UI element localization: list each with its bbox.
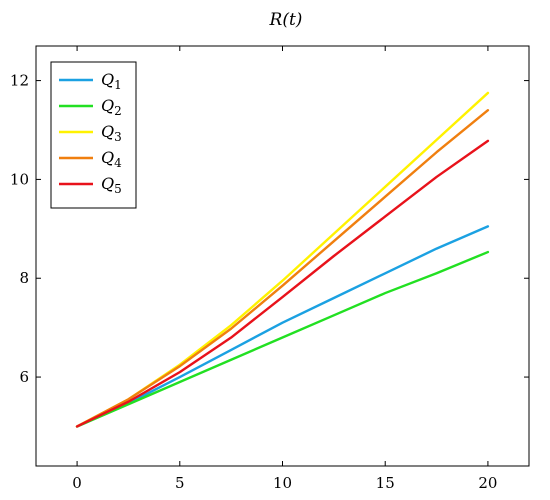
x-tick-label: 15 xyxy=(376,474,395,492)
axis-tick-labels: 0 5 10 15 20 6 8 10 12 xyxy=(10,72,498,492)
series-line-q3 xyxy=(75,91,490,428)
x-tick-label: 5 xyxy=(175,474,185,492)
y-tick-label: 6 xyxy=(19,368,29,386)
y-tick-label: 12 xyxy=(10,72,29,90)
chart-title: R(t) xyxy=(269,10,303,30)
y-tick-label: 10 xyxy=(10,170,29,188)
x-tick-label: 20 xyxy=(478,474,497,492)
series-line-q5 xyxy=(75,139,490,428)
axis-ticks xyxy=(36,46,529,466)
series-line-q2 xyxy=(75,250,490,428)
y-tick-label: 8 xyxy=(19,269,29,287)
x-tick-label: 10 xyxy=(273,474,292,492)
series-lines xyxy=(75,91,490,428)
series-line-q4 xyxy=(75,109,490,428)
x-tick-label: 0 xyxy=(72,474,82,492)
series-line-q1 xyxy=(75,225,490,428)
legend-box xyxy=(50,61,137,209)
